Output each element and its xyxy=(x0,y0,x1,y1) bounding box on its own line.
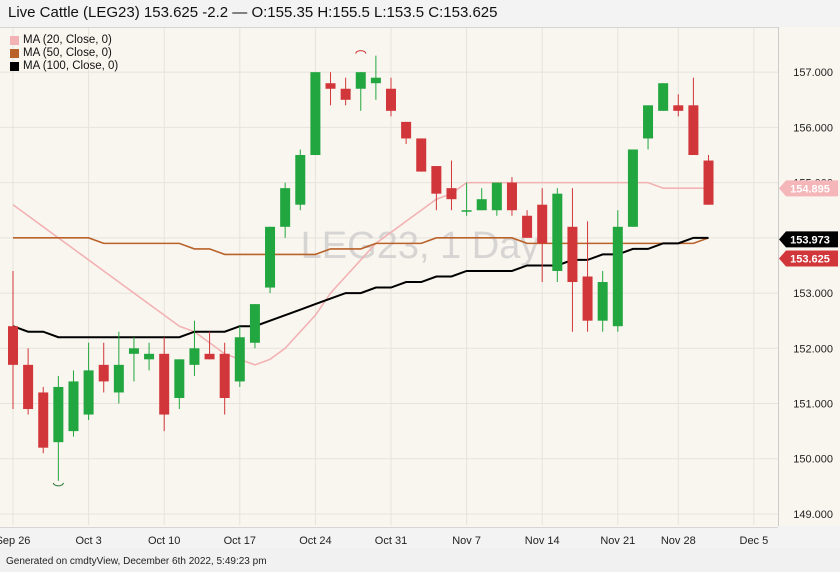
candle-down xyxy=(446,188,457,200)
legend-item-ma50[interactable]: MA (50, Close, 0) xyxy=(10,47,112,59)
legend-label-ma100: MA (100, Close, 0) xyxy=(23,60,119,72)
candle-up xyxy=(295,155,306,205)
candle-up xyxy=(83,370,94,415)
candle-up xyxy=(234,337,245,382)
candle-down xyxy=(401,121,412,139)
x-tick-label: Nov 14 xyxy=(525,535,560,547)
candle-up xyxy=(355,72,366,89)
candle-up xyxy=(491,182,502,211)
high-marker xyxy=(355,50,367,54)
candle-down xyxy=(416,138,427,172)
candle-up xyxy=(643,105,654,139)
candle-up xyxy=(627,149,638,227)
y-tick-label: 153.000 xyxy=(793,288,833,300)
candle-up xyxy=(552,193,563,271)
x-tick-label: Oct 10 xyxy=(148,535,180,547)
x-tick-label: Dec 5 xyxy=(740,535,769,547)
ma20-price-tag: 154.895 xyxy=(790,183,830,195)
legend-label-ma20: MA (20, Close, 0) xyxy=(23,34,112,46)
ma50-swatch xyxy=(10,48,19,58)
watermark: LEG23, 1 Day xyxy=(301,225,540,267)
candle-down xyxy=(23,364,34,410)
candle-down xyxy=(431,166,442,194)
y-tick-label: 156.000 xyxy=(793,122,833,134)
candle-down xyxy=(98,364,109,382)
candle-up xyxy=(597,282,608,321)
candle-up xyxy=(310,72,321,156)
candle-up xyxy=(280,188,291,227)
last-close-tag-bg xyxy=(779,250,838,267)
candle-down xyxy=(688,105,699,156)
candle-down xyxy=(673,105,684,111)
footer-bar xyxy=(0,548,840,572)
ma20-swatch xyxy=(10,35,19,45)
candle-up xyxy=(113,364,124,393)
candle-down xyxy=(567,226,578,283)
candle-down xyxy=(219,353,230,398)
x-tick-label: Oct 3 xyxy=(75,535,101,547)
candle-up xyxy=(476,199,487,211)
last-close-tag: 153.625 xyxy=(790,254,830,266)
candlestick-chart[interactable]: 149.000150.000151.000152.000153.000154.0… xyxy=(0,0,840,548)
y-tick-label: 150.000 xyxy=(793,454,833,466)
ma100-price-tag-bg xyxy=(779,231,838,248)
chart-title: Live Cattle (LEG23) 153.625 -2.2 — O:155… xyxy=(8,4,498,21)
ma100-swatch xyxy=(10,61,19,71)
candle-down xyxy=(582,276,593,321)
x-tick-label: Nov 21 xyxy=(600,535,635,547)
y-tick-label: 152.000 xyxy=(793,343,833,355)
candle-up xyxy=(174,359,185,398)
candle-up xyxy=(265,226,276,288)
y-tick-label: 151.000 xyxy=(793,399,833,411)
candle-up xyxy=(658,83,669,111)
candle-up xyxy=(144,353,155,360)
candle-up xyxy=(53,386,64,443)
x-tick-label: Nov 7 xyxy=(452,535,481,547)
ma20-price-tag-bg xyxy=(779,180,838,197)
footer-text: Generated on cmdtyView, December 6th 202… xyxy=(6,556,267,567)
ma50-line xyxy=(13,237,709,256)
y-axis[interactable] xyxy=(778,27,840,526)
candle-down xyxy=(325,83,336,89)
y-tick-label: 149.000 xyxy=(793,509,833,521)
candle-down xyxy=(537,204,548,244)
low-marker xyxy=(52,482,64,487)
x-tick-label: Sep 26 xyxy=(0,535,30,547)
x-tick-label: Oct 17 xyxy=(224,535,256,547)
x-tick-label: Oct 31 xyxy=(375,535,407,547)
legend-label-ma50: MA (50, Close, 0) xyxy=(23,47,112,59)
y-tick-label: 157.000 xyxy=(793,67,833,79)
ma20-line xyxy=(12,181,709,366)
ma100-line xyxy=(12,236,709,339)
candle-down xyxy=(386,88,396,111)
x-tick-label: Oct 24 xyxy=(299,535,331,547)
candle-down xyxy=(159,353,170,415)
candle-down xyxy=(204,353,215,360)
candle-down xyxy=(522,215,533,238)
candle-up xyxy=(370,77,381,84)
candle-up xyxy=(461,210,472,212)
candle-up xyxy=(249,304,260,343)
candle-down xyxy=(703,160,714,205)
candle-down xyxy=(506,182,517,211)
ma100-price-tag: 153.973 xyxy=(790,234,830,246)
candle-up xyxy=(612,226,623,327)
candle-up xyxy=(128,348,139,354)
x-tick-label: Nov 28 xyxy=(661,535,696,547)
legend-item-ma100[interactable]: MA (100, Close, 0) xyxy=(10,60,118,72)
candle-up xyxy=(68,381,79,432)
candle-down xyxy=(8,326,18,365)
candle-up xyxy=(189,348,200,365)
candle-down xyxy=(340,88,351,100)
candle-down xyxy=(38,392,49,448)
legend-item-ma20[interactable]: MA (20, Close, 0) xyxy=(10,34,112,46)
